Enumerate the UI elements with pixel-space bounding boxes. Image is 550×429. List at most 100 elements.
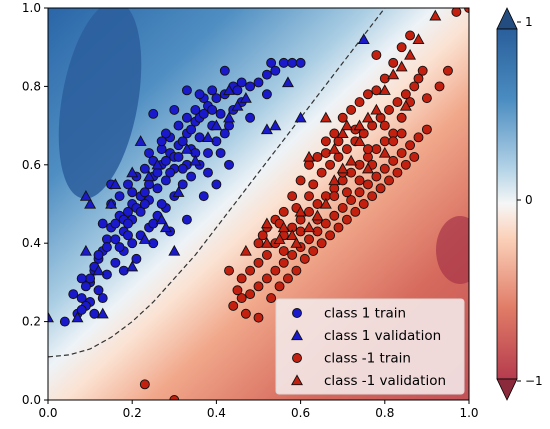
class-1-train-point	[160, 155, 171, 166]
class-1-validation-point	[126, 166, 139, 178]
class-1-validation-point	[48, 311, 54, 323]
class-1-validation-point	[172, 186, 185, 197]
class-1-train-point	[417, 65, 428, 76]
class-1-train-point	[236, 77, 247, 88]
plot-area	[47, 7, 470, 401]
colorbar-ticks: 1 0 −1	[517, 15, 543, 388]
class-1-validation-point	[79, 190, 92, 201]
class-1-train-point	[316, 238, 327, 249]
class-1-train-point	[110, 218, 121, 229]
class-1-train-point	[198, 108, 209, 119]
class-1-validation-point	[361, 162, 374, 174]
class-1-train-point	[421, 93, 432, 104]
class-1-train-point	[396, 128, 407, 139]
class-1-train-point	[211, 93, 222, 104]
class-1-train-point	[413, 73, 424, 84]
class-1-train-point	[421, 124, 432, 135]
class-1-train-point	[270, 265, 281, 276]
class-1-train-point	[131, 253, 142, 264]
class-1-validation-point	[202, 131, 214, 142]
colorbar-tick-label: 0	[525, 193, 533, 207]
class-1-train-point	[127, 238, 138, 249]
y-axis: 0.0 0.2 0.4 0.6 0.8 1.0	[22, 1, 48, 407]
class-1-train-point	[325, 230, 336, 241]
class-1-train-point	[68, 289, 79, 300]
class-1-train-point	[261, 273, 272, 284]
class-1-train-point	[190, 104, 201, 115]
class-1-validation-point	[223, 111, 235, 123]
class-1-train-point	[219, 65, 230, 76]
legend-box	[275, 298, 465, 395]
class-1-train-point	[388, 155, 399, 166]
class-1-validation-point	[286, 229, 299, 240]
class-1-train-point	[312, 152, 323, 162]
class-1-train-point	[274, 281, 285, 292]
class-1-train-point	[287, 191, 298, 202]
class-1-train-point	[287, 250, 298, 260]
class-1-train-point	[257, 230, 268, 241]
class-1-train-point	[160, 128, 171, 139]
class-1-train-point	[181, 214, 192, 225]
legend-marker-triangle	[291, 329, 303, 341]
class-1-train-point	[341, 187, 352, 198]
class-1-validation-point	[269, 119, 282, 131]
class-1-train-point	[139, 187, 150, 198]
class-1-train-point	[219, 128, 230, 139]
x-tick-label: 1.0	[459, 406, 478, 420]
y-tick-label: 0.6	[22, 158, 41, 172]
class-1-train-point	[76, 304, 87, 315]
class-1-train-point	[278, 257, 289, 268]
class-1-train-point	[329, 191, 340, 202]
class-1-train-point	[97, 218, 108, 229]
class-1-validation-point	[395, 60, 408, 72]
class-1-train-point	[379, 120, 390, 131]
class-1-train-point	[139, 199, 150, 209]
class-1-train-point	[173, 120, 184, 131]
class-1-train-point	[253, 281, 264, 292]
class-1-train-point	[443, 65, 453, 76]
class-1-train-point	[371, 85, 382, 96]
class-1-train-point	[409, 152, 420, 162]
class-1-train-point	[232, 85, 243, 96]
class-1-train-point	[384, 175, 394, 186]
class-1-train-point	[266, 293, 277, 304]
class-1-validation-point	[96, 307, 109, 319]
class-1-train-point	[97, 293, 108, 304]
class-1-validation-point	[345, 154, 358, 166]
class-1-validation-point	[223, 84, 235, 95]
legend-marker-circle	[292, 353, 302, 363]
class-1-train-point	[363, 89, 373, 100]
class-1-train-point	[207, 104, 218, 115]
class-1-validation-point	[109, 178, 122, 190]
class-1-train-point	[341, 214, 352, 225]
x-tick-label: 0.0	[38, 406, 57, 420]
class-1-validation-point	[319, 111, 332, 123]
class-1-train-point	[304, 159, 314, 170]
colorbar-tick-label: 1	[525, 15, 533, 29]
class-1-train-point	[304, 234, 314, 245]
class-1-validation-point	[168, 244, 181, 256]
y-tick-label: 1.0	[22, 1, 41, 15]
class-1-train-point	[236, 273, 247, 284]
class-1-validation-point	[412, 33, 425, 44]
class-1-train-point	[358, 128, 369, 139]
class-1-validation-point	[239, 244, 252, 256]
class-1-train-point	[464, 8, 469, 13]
class-1-train-point	[261, 250, 272, 260]
class-1-validation-point	[303, 221, 315, 233]
class-1-train-point	[392, 167, 403, 178]
class-1-train-point	[76, 293, 87, 304]
class-1-validation-point	[180, 142, 193, 154]
class-1-validation-point	[340, 119, 353, 131]
class-1-train-point	[253, 77, 264, 88]
class-1-validation-point	[151, 158, 164, 170]
class-1-validation-point	[399, 99, 412, 111]
colorbar: 1 0 −1	[496, 7, 543, 401]
class-1-train-point	[240, 308, 251, 319]
class-1-train-point	[114, 242, 125, 253]
legend-entries: class 1 train class 1 validation class -1 …	[291, 306, 446, 389]
class-1-train-point	[245, 112, 256, 123]
class-1-validation-point	[79, 244, 92, 256]
class-1-train-point	[253, 312, 264, 323]
